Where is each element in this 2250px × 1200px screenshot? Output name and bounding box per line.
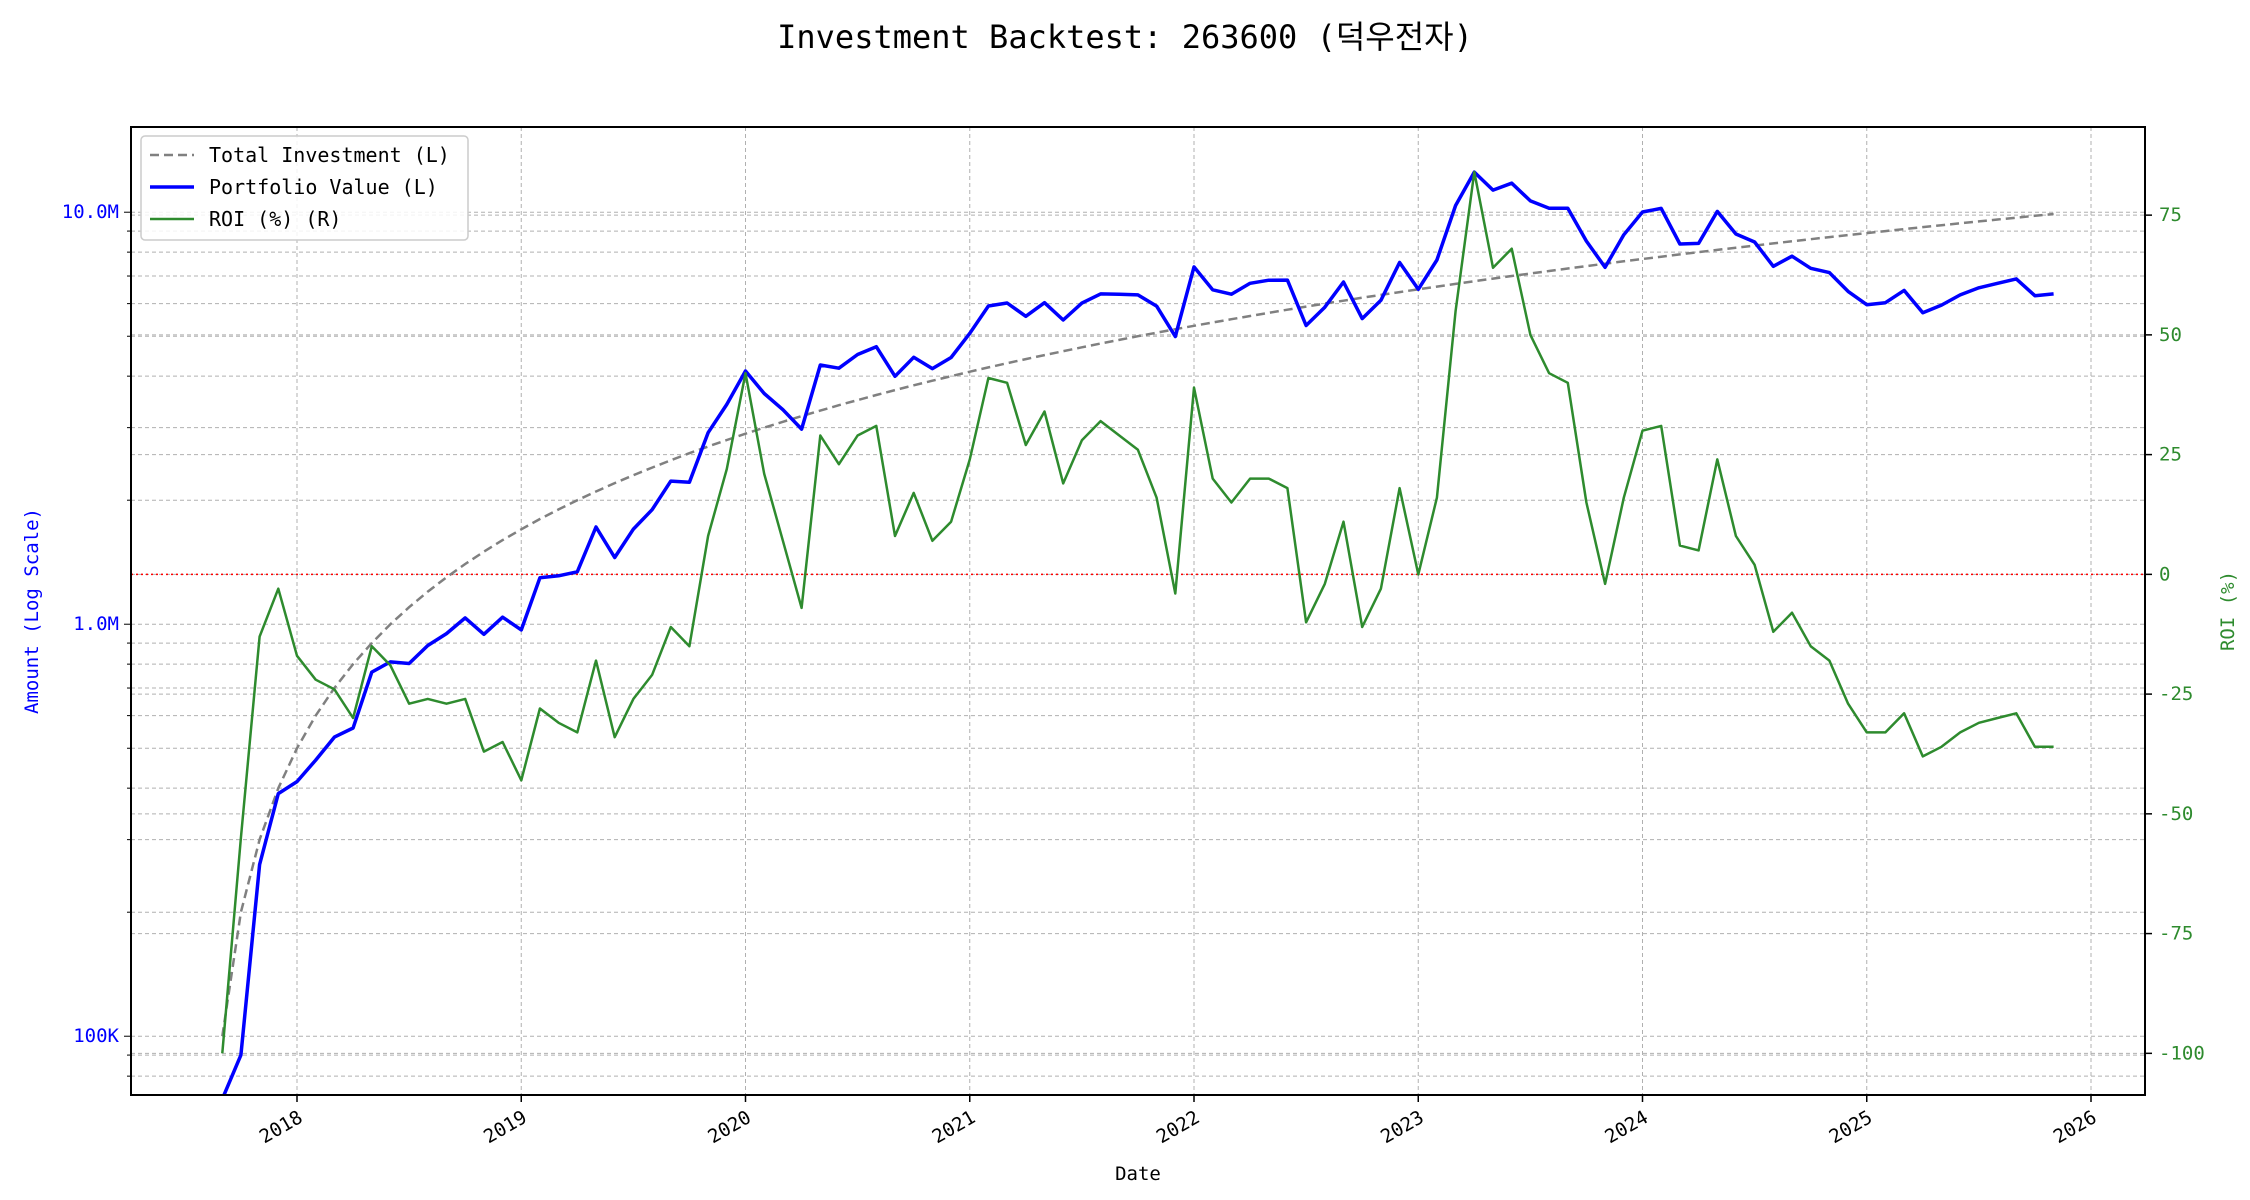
grid-lines <box>131 127 2145 1095</box>
x-tick-label: 2026 <box>2050 1106 2101 1148</box>
series-line-total-investment-l <box>221 212 2054 1037</box>
y-left-tick-label: 10.0M <box>62 201 119 223</box>
y-right-tick-label: 75 <box>2159 204 2182 226</box>
chart-title: Investment Backtest: 263600 (덕우전자) <box>777 18 1473 56</box>
y-right-tick-label: -50 <box>2159 803 2193 825</box>
y-right-tick-label: 50 <box>2159 324 2182 346</box>
x-tick-label: 2020 <box>704 1106 755 1148</box>
x-tick-label: 2025 <box>1826 1106 1877 1148</box>
x-tick-label: 2024 <box>1601 1106 1652 1148</box>
x-tick-label: 2023 <box>1377 1106 1428 1148</box>
y-left-tick-label: 1.0M <box>73 613 119 635</box>
x-tick-label: 2018 <box>256 1106 307 1148</box>
legend-box <box>140 135 469 241</box>
plot-marks <box>131 170 2145 1095</box>
legend-label: ROI (%) (R) <box>209 207 341 231</box>
legend-label: Total Investment (L) <box>209 143 450 167</box>
x-axis-label: Date <box>1115 1163 1161 1185</box>
x-tick-label: 2021 <box>929 1106 980 1148</box>
y-left-tick-label: 100K <box>73 1025 119 1047</box>
y-right-tick-label: 0 <box>2159 563 2170 585</box>
x-tick-label: 2019 <box>480 1106 531 1148</box>
y-right-tick-label: -100 <box>2159 1042 2205 1064</box>
legend: Total Investment (L) Portfolio Value (L) R… <box>140 135 469 241</box>
legend-label: Portfolio Value (L) <box>209 175 438 199</box>
y-right-axis-label: ROI (%) <box>2217 571 2239 651</box>
y-right-tick-label: 25 <box>2159 444 2182 466</box>
plot-frame <box>130 126 2146 1096</box>
series-line-roi-r <box>221 170 2054 1054</box>
y-right-tick-label: -25 <box>2159 683 2193 705</box>
series-line-portfolio-value-l <box>222 170 2054 1095</box>
axes: 2018 2019 2020 2021 2022 2023 2024 2025 2026 100K… <box>62 201 2205 1148</box>
y-left-axis-label: Amount (Log Scale) <box>21 508 43 714</box>
x-tick-label: 2022 <box>1153 1106 1204 1148</box>
y-right-tick-label: -75 <box>2159 923 2193 945</box>
